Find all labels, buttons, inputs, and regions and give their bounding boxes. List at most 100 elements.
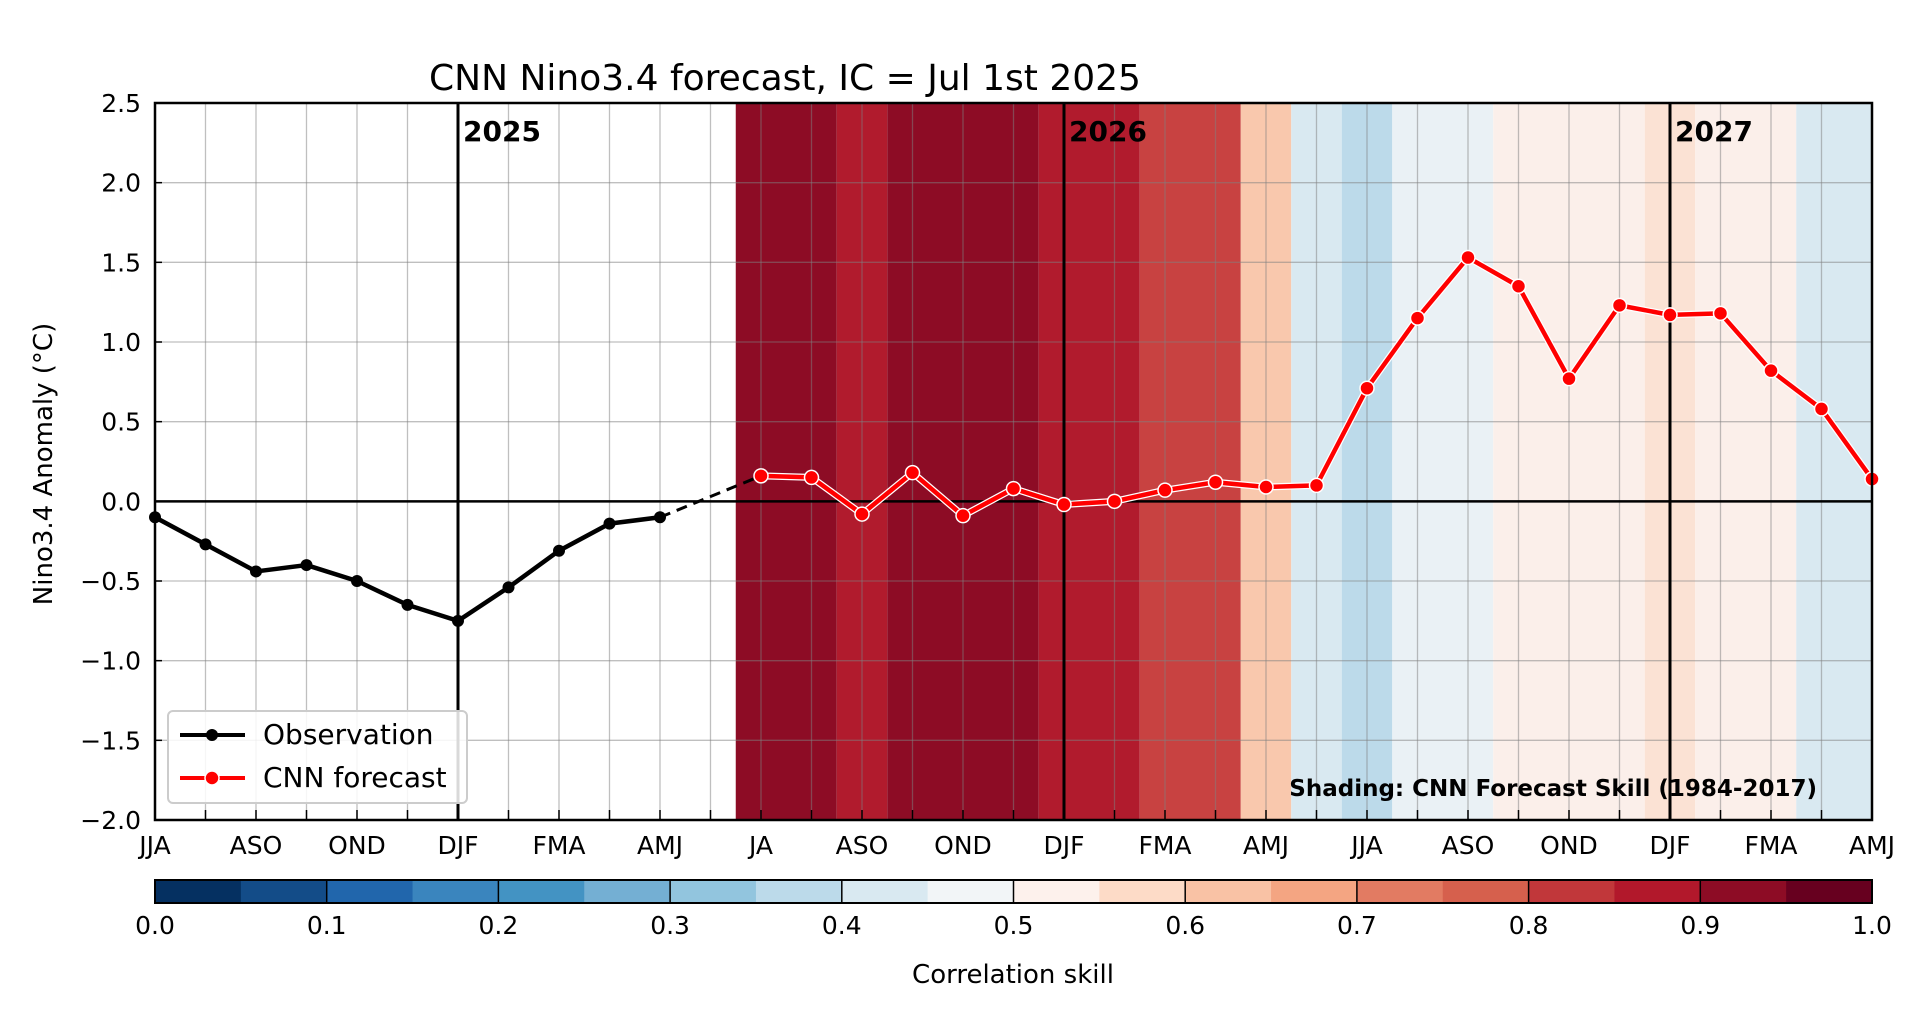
shading-note: Shading: CNN Forecast Skill (1984-2017) (1289, 776, 1817, 802)
y-axis-label: Nino3.4 Anomaly (°C) (29, 323, 59, 605)
colorbar-segment-1 (240, 880, 328, 903)
forecast-point (1005, 480, 1022, 497)
forecast-point (1258, 479, 1274, 495)
year-label-2025: 2025 (463, 115, 541, 148)
observation-point (351, 575, 363, 587)
forecast-point (1611, 297, 1628, 314)
year-label-2027: 2027 (1675, 115, 1753, 148)
y-tick-label: 2.0 (101, 169, 141, 198)
observation-point (401, 598, 414, 611)
observation-point (654, 511, 666, 524)
x-tick-label: JJA (1349, 831, 1382, 860)
colorbar-segment-6 (670, 880, 757, 903)
x-tick-label: FMA (532, 831, 585, 860)
series (149, 249, 1880, 627)
forecast-point (1359, 380, 1375, 396)
year-label-2026: 2026 (1069, 115, 1147, 148)
forecast-point (955, 507, 971, 524)
x-tick-label: OND (1540, 831, 1598, 860)
observation-point (502, 581, 515, 594)
legend-forecast-label: CNN forecast (263, 761, 447, 794)
y-tick-label: −2.0 (80, 806, 141, 835)
colorbar-segment-0 (155, 880, 242, 903)
forecast-point (1056, 496, 1072, 513)
forecast-point (1106, 493, 1123, 510)
forecast-point (1712, 305, 1729, 322)
shading-band-3 (1038, 103, 1140, 820)
x-tick-label: OND (328, 831, 386, 860)
skill-shading (735, 103, 1872, 820)
colorbar-tick-label: 0.9 (1680, 911, 1720, 940)
colorbar-tick-label: 0.3 (650, 911, 690, 940)
y-tick-label: 1.0 (101, 328, 141, 357)
y-tick-label: 0.5 (101, 408, 141, 437)
colorbar-label: Correlation skill (912, 960, 1114, 990)
colorbar-tick-label: 0.0 (135, 911, 175, 940)
colorbar-segment-16 (1528, 880, 1615, 903)
colorbar: 0.0 0.1 0.2 0.3 0.4 0.5 0.6 0.7 0.8 0.9 1.0 (135, 879, 1892, 940)
colorbar-segment-14 (1356, 880, 1444, 903)
observation-point (199, 538, 212, 551)
forecast-point (854, 506, 870, 522)
chart-title: CNN Nino3.4 forecast, IC = Jul 1st 2025 (429, 58, 1141, 99)
colorbar-tick-label: 0.6 (1165, 911, 1205, 940)
x-tick-label: ASO (1442, 831, 1495, 860)
colorbar-segment-12 (1185, 880, 1272, 903)
colorbar-segment-19 (1786, 880, 1873, 903)
forecast-point (1308, 477, 1325, 494)
x-tick-label: FMA (1138, 831, 1191, 860)
observation-point (452, 614, 464, 627)
colorbar-segment-7 (755, 880, 843, 903)
x-tick-label: FMA (1744, 831, 1797, 860)
observation-point (250, 565, 262, 578)
colorbar-tick-label: 1.0 (1852, 911, 1892, 940)
colorbar-segment-18 (1700, 880, 1787, 903)
colorbar-segment-10 (1013, 880, 1100, 903)
year-lines: 2025 2026 2027 (155, 103, 1872, 820)
x-tick-label: AMJ (637, 831, 683, 860)
x-tick-label: OND (934, 831, 992, 860)
forecast-point (1460, 249, 1476, 266)
colorbar-tick-label: 0.2 (479, 911, 519, 940)
forecast-point (1510, 278, 1527, 294)
forecast-point (904, 464, 921, 481)
colorbar-segment-13 (1271, 880, 1358, 903)
obs-forecast-connector (659, 474, 762, 519)
forecast-point (803, 469, 820, 486)
colorbar-segment-4 (498, 880, 585, 903)
colorbar-segment-2 (326, 880, 414, 903)
colorbar-segment-3 (412, 880, 499, 903)
x-tick-label: AMJ (1849, 831, 1895, 860)
colorbar-tick-label: 0.4 (822, 911, 862, 940)
colorbar-segment-5 (584, 880, 671, 903)
shading-band-0 (735, 103, 837, 820)
x-tick-label: DJF (437, 831, 478, 860)
observation-point (553, 544, 565, 557)
colorbar-tick-label: 0.8 (1509, 911, 1549, 940)
forecast-point (1207, 474, 1224, 490)
y-tick-label: −1.5 (80, 726, 141, 755)
legend-observation-label: Observation (263, 718, 434, 751)
shading-band-8 (1392, 103, 1494, 820)
colorbar-tick-label: 0.5 (994, 911, 1034, 940)
shading-band-4 (1139, 103, 1241, 820)
y-tick-label: −0.5 (80, 567, 141, 596)
forecast-point (1813, 401, 1830, 417)
y-tick-label: 0.0 (101, 487, 141, 516)
x-tick-label: DJF (1043, 831, 1084, 860)
colorbar-segment-17 (1614, 880, 1701, 903)
forecast-point (1763, 362, 1779, 379)
legend: Observation CNN forecast (167, 710, 468, 804)
colorbar-segment-11 (1099, 880, 1186, 903)
y-tick-label: 1.5 (101, 248, 141, 277)
colorbar-segment-8 (841, 880, 929, 903)
x-tick-label: AMJ (1243, 831, 1289, 860)
x-tick-label: JA (747, 831, 773, 860)
y-tick-label: −1.0 (80, 647, 141, 676)
shading-band-11 (1695, 103, 1797, 820)
forecast-point (1409, 310, 1426, 326)
legend-observation-marker (206, 729, 218, 741)
colorbar-segment-15 (1442, 880, 1530, 903)
colorbar-tick-label: 0.1 (307, 911, 347, 940)
